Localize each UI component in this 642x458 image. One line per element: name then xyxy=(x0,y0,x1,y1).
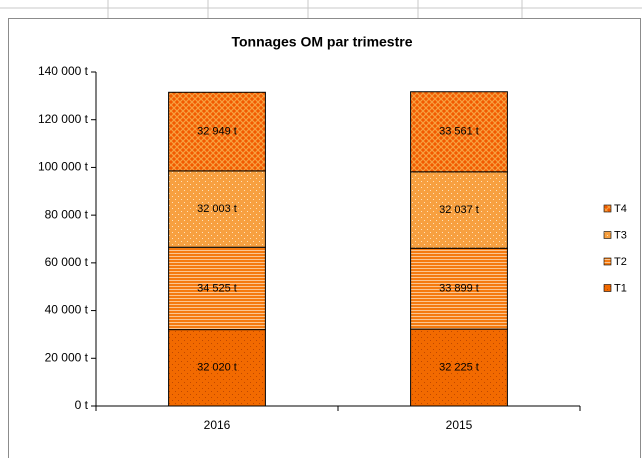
legend-swatch xyxy=(603,204,612,213)
bar-segment xyxy=(410,247,508,330)
value-label: 32 225 t xyxy=(439,361,479,373)
y-tick-label: 60 000 t xyxy=(45,255,89,269)
value-label: 32 037 t xyxy=(439,204,479,216)
value-label: 33 561 t xyxy=(439,126,479,138)
y-tick-label: 100 000 t xyxy=(38,160,89,174)
x-tick-label: 2016 xyxy=(204,418,231,432)
legend-label: T2 xyxy=(614,256,627,268)
legend-label: T4 xyxy=(614,203,627,215)
chart-border xyxy=(8,18,641,458)
value-label: 32 020 t xyxy=(197,362,237,374)
legend-swatch xyxy=(603,231,612,239)
y-tick-label: 40 000 t xyxy=(45,303,89,317)
value-label: 32 003 t xyxy=(197,203,237,215)
legend-swatch xyxy=(603,284,612,292)
value-label: 32 949 t xyxy=(197,125,237,137)
bar-segment xyxy=(410,328,508,407)
x-tick-label: 2015 xyxy=(446,418,473,432)
y-tick-label: 20 000 t xyxy=(45,350,89,364)
legend-swatch xyxy=(603,257,612,266)
value-label: 33 899 t xyxy=(439,283,479,295)
y-tick-label: 0 t xyxy=(75,398,89,412)
bar-segment xyxy=(168,170,266,248)
bar-segment xyxy=(168,246,266,331)
y-tick-label: 80 000 t xyxy=(45,207,89,221)
legend-label: T3 xyxy=(614,229,627,241)
chart-title: Tonnages OM par trimestre xyxy=(231,34,412,50)
value-label: 34 525 t xyxy=(197,282,237,294)
y-tick-label: 140 000 t xyxy=(38,64,89,78)
bar-segment xyxy=(410,91,508,173)
legend-label: T1 xyxy=(614,282,627,294)
bar-segment xyxy=(168,91,266,172)
sheet-grid xyxy=(0,0,642,18)
y-tick-label: 120 000 t xyxy=(38,112,89,126)
bar-segment xyxy=(410,171,508,249)
